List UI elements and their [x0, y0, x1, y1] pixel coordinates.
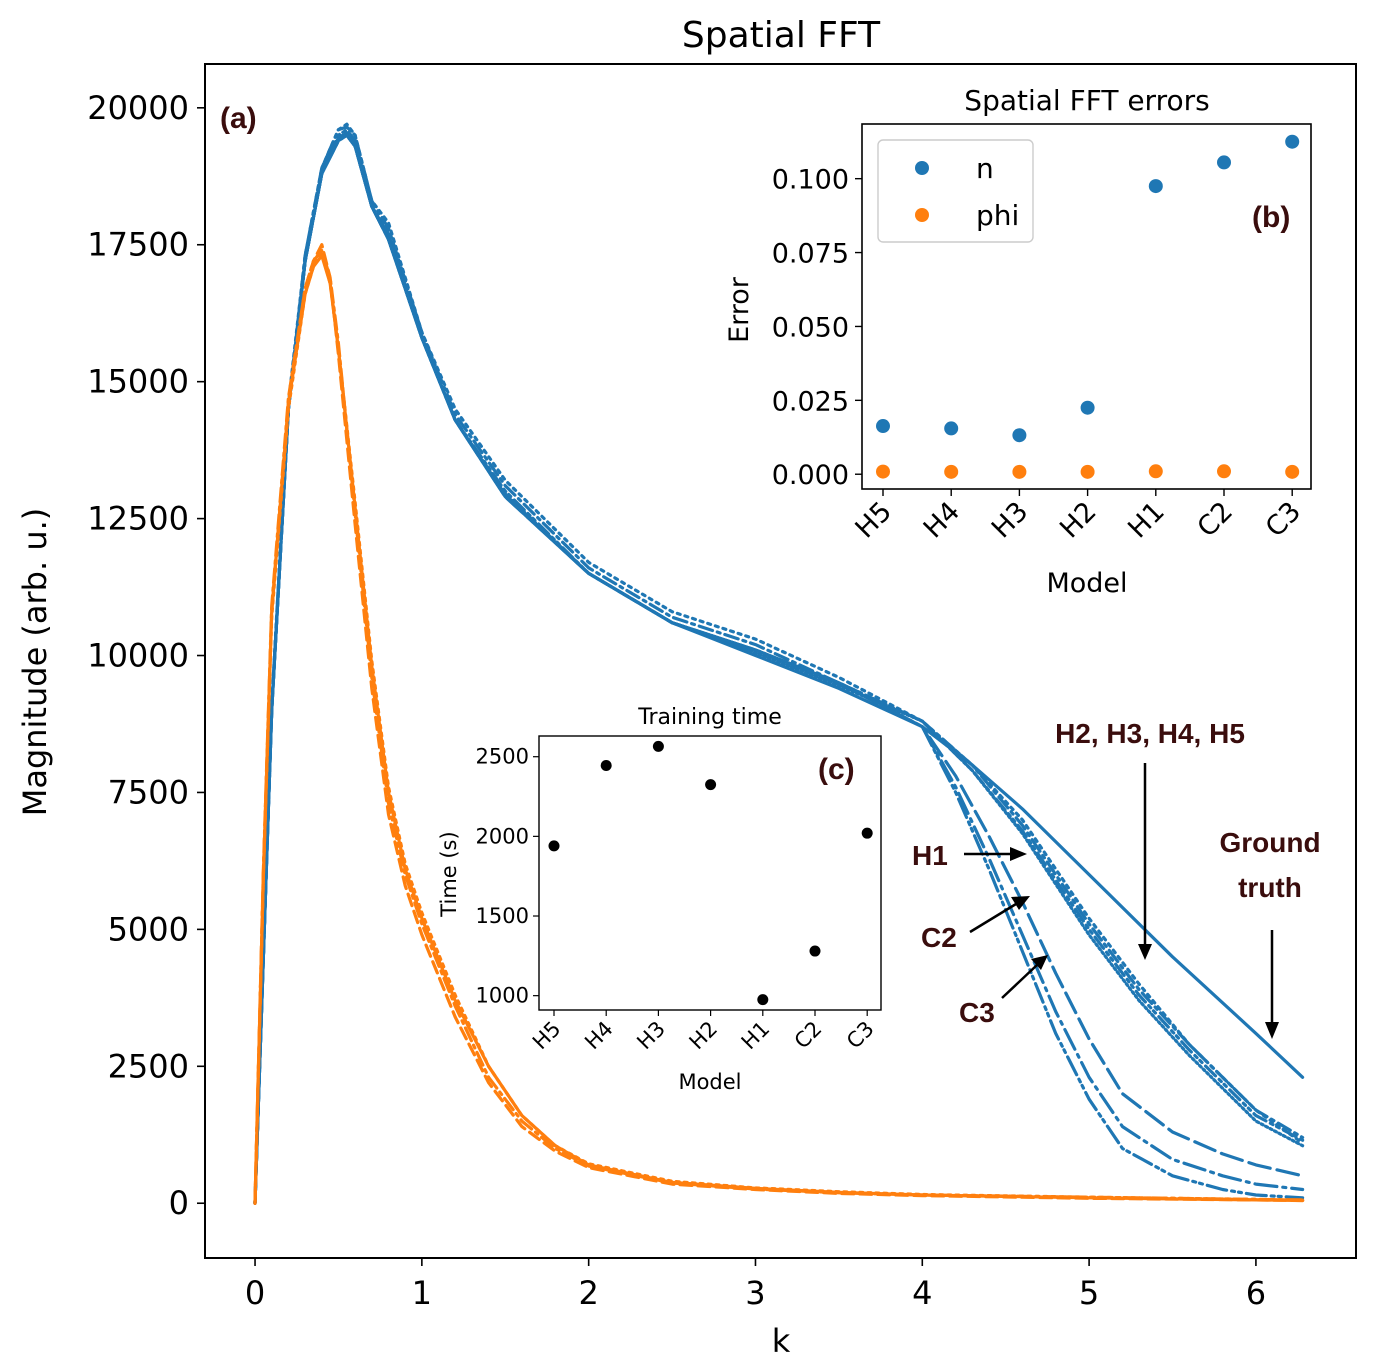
inset-b-frame [861, 123, 1312, 490]
point-phi-c3 [1285, 464, 1300, 479]
series-line-h3 [253, 125, 1305, 1205]
point-n-c2 [1217, 155, 1231, 170]
inset-b-y-axis-label: Error [724, 276, 755, 343]
legend-phi-label: phi [976, 199, 1019, 232]
y-tick-label-2500: 2500 [108, 1047, 189, 1085]
point-time-c3 [861, 827, 873, 839]
point-time-h2 [705, 779, 717, 791]
x-tick-label-1: 1 [412, 1274, 432, 1312]
annotation-ground-truth-arrowhead [1265, 1022, 1279, 1039]
c-y-tick-label-1500: 1500 [476, 904, 529, 928]
inset-b-legend: n phi [877, 139, 1034, 243]
main-plot-frame [204, 63, 1357, 1259]
point-phi-h3 [1012, 464, 1027, 479]
annotation-h1-arrowhead [1010, 847, 1027, 861]
y-tick-label-17500: 17500 [87, 226, 189, 264]
y-tick-label-10000: 10000 [87, 637, 189, 675]
inset-b-points [876, 134, 1300, 479]
main-y-axis-label: Magnitude (arb. u.) [16, 508, 54, 817]
main-axis-ticks: 0 1 2 3 4 5 6 0 2500 5000 7500 10000 12500 15000 17500… [87, 89, 1266, 1312]
annotation-c2-text: C2 [921, 922, 957, 953]
inset-b-title: Spatial FFT errors [964, 84, 1209, 117]
b-y-tick-label-0-025: 0.025 [772, 386, 849, 417]
inset-c-points [548, 740, 873, 1006]
inset-b-x-axis-label: Model [1046, 568, 1127, 599]
annotation-ground-truth: Ground truth [1219, 827, 1321, 1039]
b-y-tick-label-0-100: 0.100 [772, 165, 849, 196]
inset-c-frame [538, 735, 882, 1011]
x-tick-label-4: 4 [912, 1274, 932, 1312]
point-time-c2 [809, 945, 821, 957]
point-time-h5 [548, 840, 560, 852]
x-tick-label-2: 2 [578, 1274, 598, 1312]
b-y-tick-label-0-050: 0.050 [772, 312, 849, 343]
x-tick-label-6: 6 [1246, 1274, 1266, 1312]
series-line-phi-model-3 [253, 251, 1305, 1205]
point-n-h2 [1080, 400, 1095, 415]
c-y-tick-label-2500: 2500 [476, 745, 529, 769]
annotation-h2-h5-text: H2, H3, H4, H5 [1055, 718, 1245, 749]
x-tick-label-3: 3 [745, 1274, 765, 1312]
inset-c-x-axis-label: Model [678, 1070, 741, 1094]
series-line-h2 [253, 122, 1305, 1205]
point-n-h4 [944, 421, 959, 436]
panel-b-label: (b) [1252, 201, 1290, 234]
inset-c-y-axis-label: Time (s) [437, 831, 461, 917]
y-tick-label-15000: 15000 [87, 363, 189, 401]
point-phi-c2 [1217, 464, 1231, 479]
annotation-c3: C3 [959, 955, 1048, 1028]
x-tick-label-0: 0 [245, 1274, 265, 1312]
point-phi-h4 [944, 464, 959, 479]
point-n-h5 [876, 419, 890, 434]
main-x-axis-label: k [772, 1322, 791, 1360]
y-tick-label-7500: 7500 [108, 773, 189, 811]
panel-a-label: (a) [220, 102, 257, 135]
legend-n-marker [915, 161, 929, 175]
point-n-h3 [1012, 428, 1027, 443]
y-tick-label-20000: 20000 [87, 89, 189, 127]
point-phi-h5 [876, 464, 890, 479]
main-line-series [253, 122, 1305, 1205]
point-time-h3 [652, 740, 664, 752]
y-tick-label-12500: 12500 [87, 500, 189, 538]
y-tick-label-5000: 5000 [108, 910, 189, 948]
point-phi-h2 [1080, 464, 1095, 479]
annotation-c3-arrowhead [1031, 955, 1048, 970]
point-phi-h1 [1148, 464, 1163, 479]
annotation-h2-h5: H2, H3, H4, H5 [1055, 718, 1245, 960]
annotation-c3-arrow [1001, 964, 1038, 999]
series-line-c3 [253, 133, 1305, 1205]
y-tick-label-0: 0 [169, 1184, 189, 1222]
annotation-c2: C2 [921, 896, 1030, 953]
legend-n-label: n [976, 152, 994, 185]
annotation-c2-arrow [969, 902, 1017, 934]
point-n-h1 [1148, 179, 1163, 194]
b-y-tick-label-0-075: 0.075 [772, 239, 849, 270]
annotation-c2-arrowhead [1011, 896, 1030, 910]
x-tick-label-5: 5 [1079, 1274, 1099, 1312]
annotation-h1-text: H1 [912, 840, 948, 871]
annotation-h2-h5-arrowhead [1138, 944, 1152, 960]
annotation-c3-text: C3 [959, 997, 995, 1028]
point-n-c3 [1285, 134, 1300, 149]
panel-c-label: (c) [818, 753, 855, 786]
legend-phi-marker [915, 208, 929, 222]
annotation-ground-text: Ground [1219, 827, 1320, 858]
inset-c-title: Training time [637, 705, 782, 730]
point-time-h4 [600, 759, 612, 771]
annotation-truth-text: truth [1238, 872, 1302, 903]
annotation-h1: H1 [912, 840, 1027, 871]
point-time-h1 [757, 994, 769, 1006]
c-y-tick-label-1000: 1000 [476, 984, 529, 1008]
main-chart-title: Spatial FFT [682, 15, 881, 56]
c-y-tick-label-2000: 2000 [476, 824, 529, 848]
b-y-tick-label-0-000: 0.000 [772, 460, 849, 491]
